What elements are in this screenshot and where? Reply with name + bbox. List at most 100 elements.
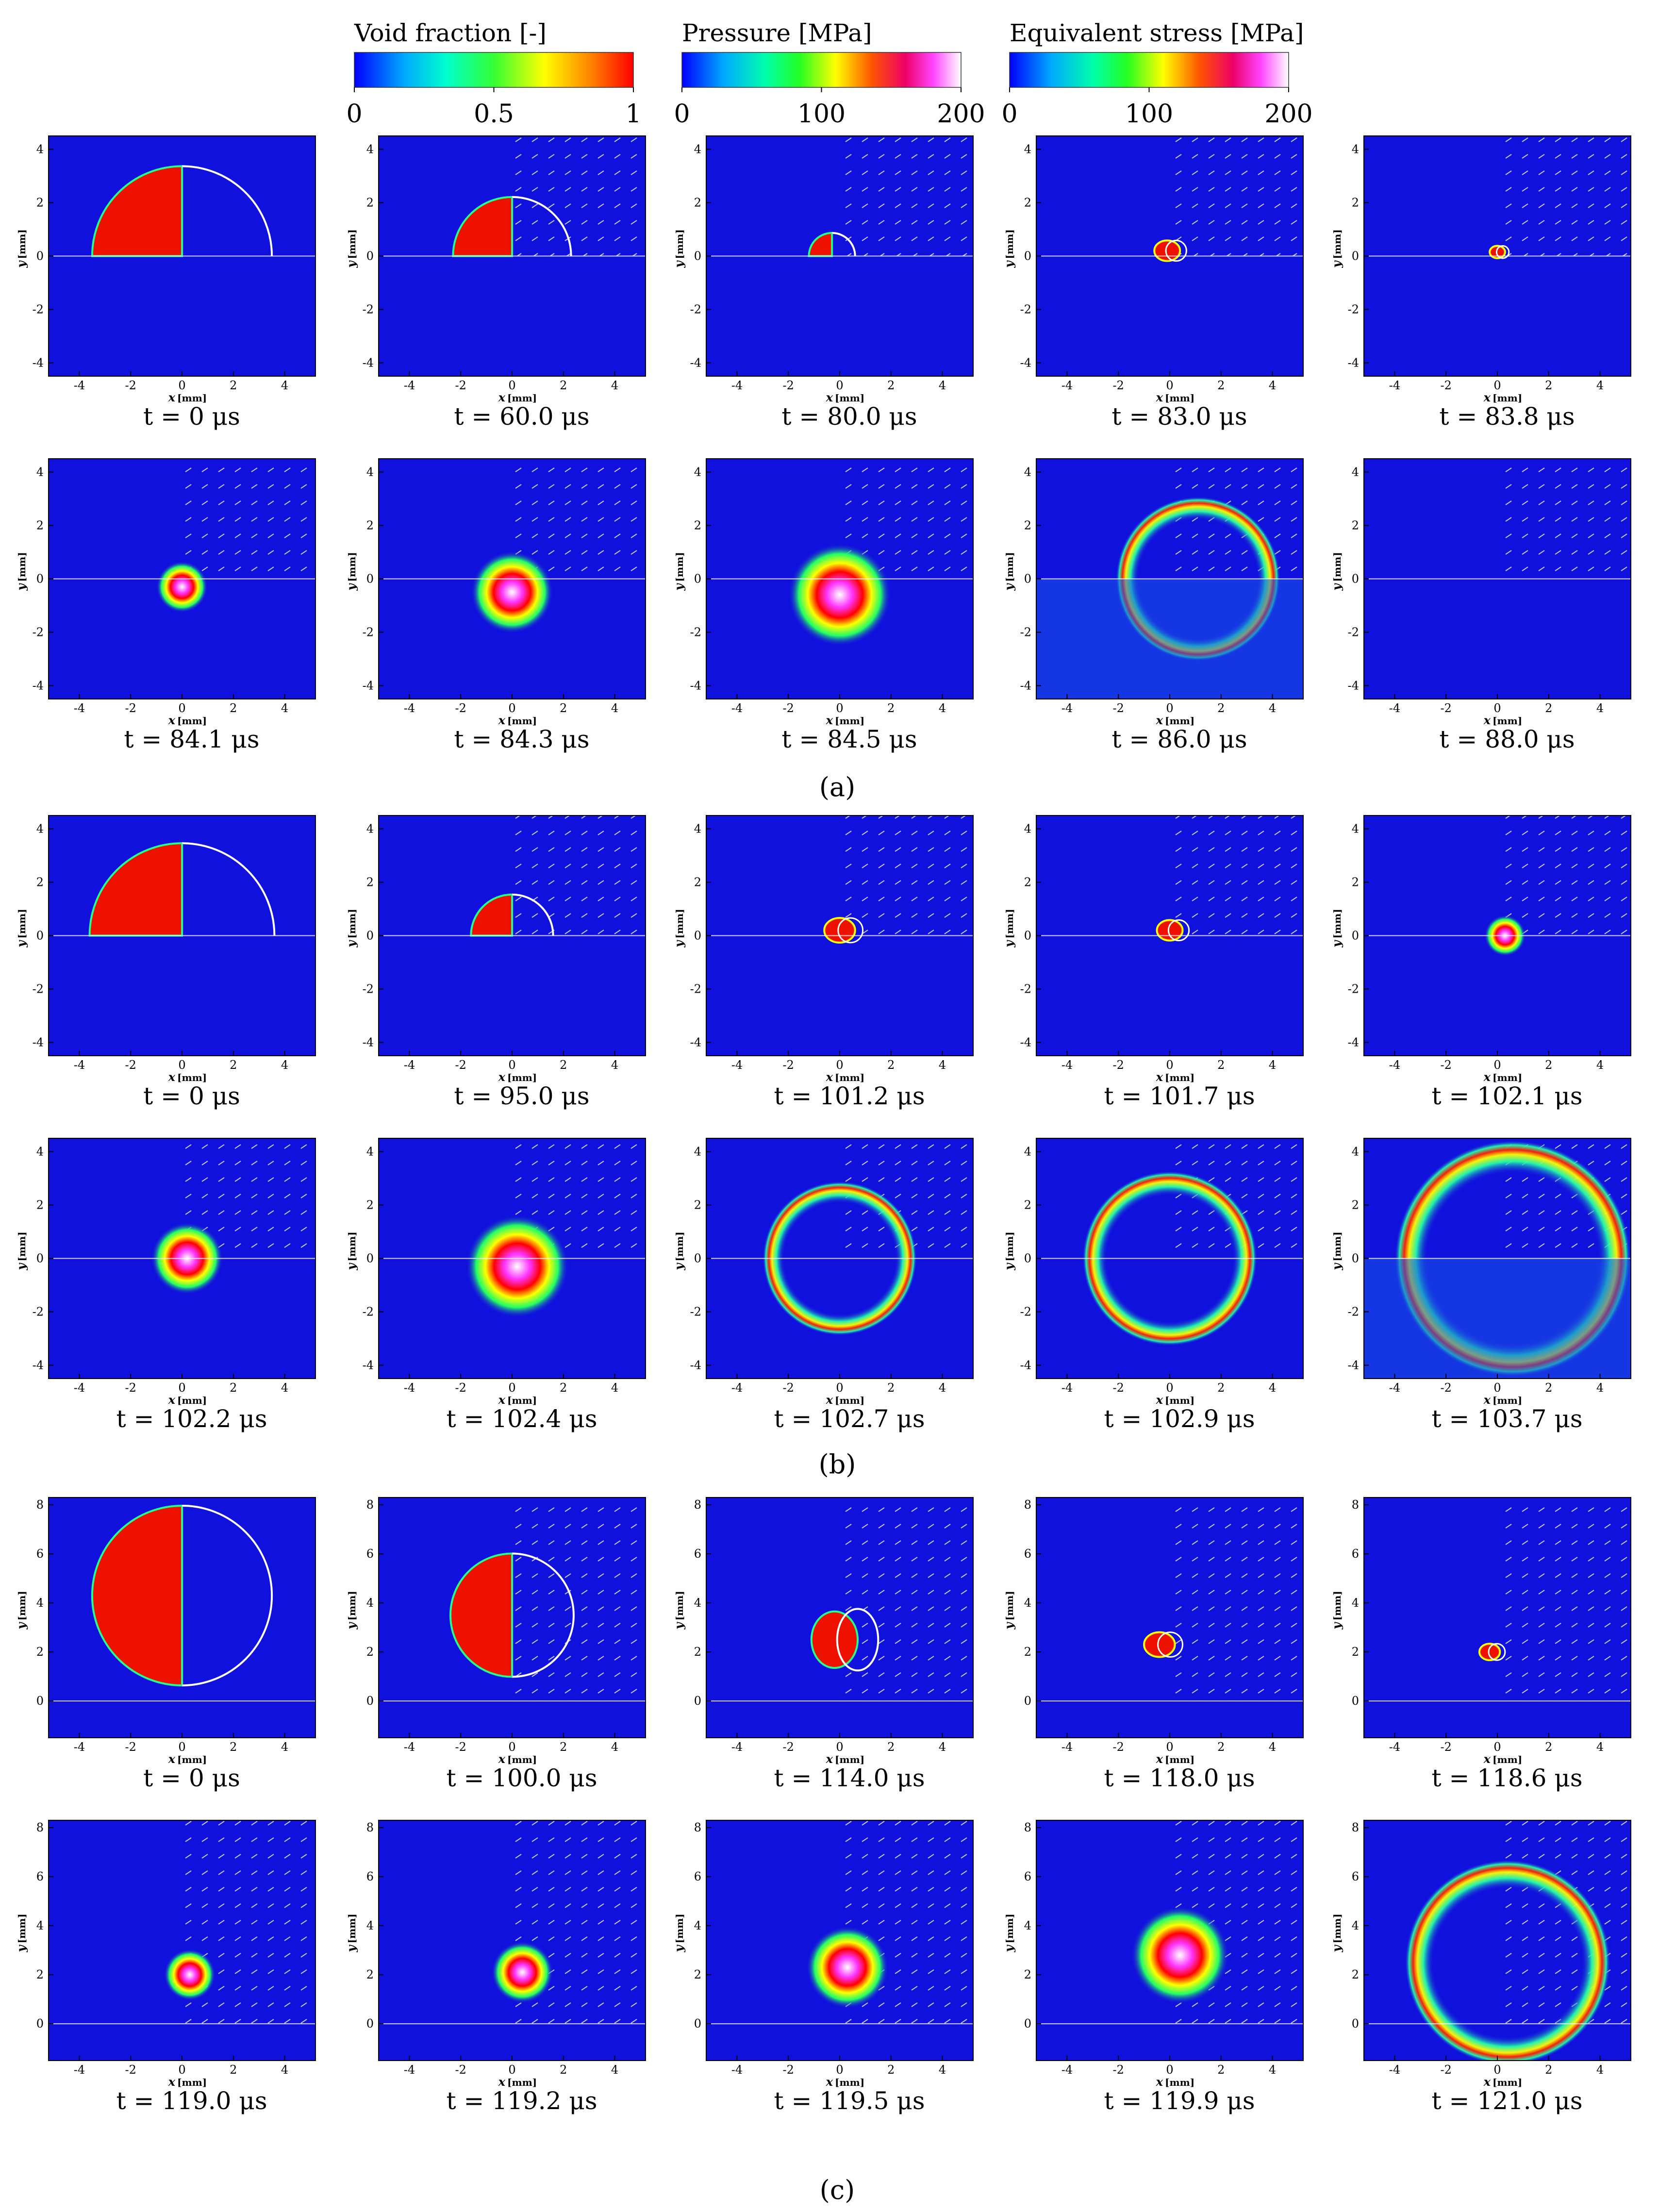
bubble-void-region [91, 1504, 183, 1687]
velocity-vectors [840, 1497, 973, 1701]
bubble-contour [1157, 1631, 1183, 1658]
bubble-contour [182, 842, 276, 936]
y-axis-unit: [mm] [1331, 1591, 1343, 1620]
time-caption: t = 102.2 μs [116, 1405, 267, 1433]
y-tick-label: 0 [1024, 249, 1031, 263]
x-tick-label: 2 [887, 1740, 895, 1754]
bubble-void-region [88, 842, 183, 937]
x-axis-unit: [mm] [507, 392, 537, 404]
x-axis-label: x [168, 1752, 176, 1766]
x-tick-label: -4 [404, 1058, 415, 1072]
y-tick-label: 4 [36, 1919, 44, 1932]
field-plot [49, 1820, 315, 2061]
field-plot [379, 815, 646, 1056]
y-axis-unit: [mm] [346, 909, 358, 938]
y-axis-label-group: y[mm] [672, 229, 686, 268]
y-tick-label: -4 [1348, 356, 1359, 370]
x-tick-label: 2 [887, 1381, 895, 1395]
x-tick-label: 2 [1545, 701, 1552, 715]
x-tick-label: -4 [1061, 1058, 1073, 1072]
y-axis-unit: [mm] [16, 552, 28, 582]
y-axis-label: y [672, 1262, 686, 1270]
x-tick-label: -4 [1061, 701, 1073, 715]
x-axis-label: x [1156, 1393, 1163, 1407]
y-tick-label: 0 [1024, 1252, 1031, 1265]
y-tick-label: 6 [1024, 1547, 1031, 1561]
y-tick-label: -4 [1348, 679, 1359, 693]
time-caption: t = 114.0 μs [774, 1764, 925, 1792]
time-caption: t = 101.2 μs [774, 1082, 925, 1110]
x-tick-label: 0 [178, 2063, 185, 2077]
x-tick-label: -4 [731, 701, 743, 715]
y-axis-label: y [14, 1944, 28, 1952]
y-tick-label: -2 [33, 1305, 44, 1319]
y-axis-unit: [mm] [16, 229, 28, 259]
x-tick-label: 4 [1269, 2063, 1276, 2077]
y-axis-label: y [14, 582, 28, 591]
x-axis-unit: [mm] [1493, 1072, 1522, 1083]
x-axis-unit: [mm] [1493, 392, 1522, 404]
y-axis-label-group: y[mm] [14, 229, 28, 268]
y-axis-label: y [1002, 582, 1016, 591]
x-tick-label: 4 [939, 2063, 946, 2077]
x-tick-label: 2 [1545, 379, 1552, 392]
y-tick-label: 2 [1352, 519, 1359, 532]
x-tick-label: 4 [281, 701, 288, 715]
x-tick-label: -4 [731, 2063, 743, 2077]
time-caption: t = 101.7 μs [1104, 1082, 1255, 1110]
x-tick-label: 0 [1493, 1740, 1501, 1754]
y-axis-unit: [mm] [1004, 552, 1015, 582]
y-axis-label: y [672, 1944, 686, 1952]
y-tick-label: -4 [1020, 1036, 1031, 1049]
x-tick-label: 2 [1217, 1058, 1225, 1072]
y-tick-label: 8 [366, 1821, 374, 1834]
x-tick-label: -2 [783, 379, 794, 392]
y-axis-label-group: y[mm] [14, 1913, 28, 1952]
y-axis-unit: [mm] [1331, 909, 1343, 938]
colorbar-tick-label: 0.5 [474, 100, 514, 129]
bubble-void-region [452, 196, 513, 257]
x-tick-label: -2 [455, 1058, 466, 1072]
time-caption: t = 84.5 μs [781, 725, 917, 753]
y-axis-label: y [1002, 260, 1016, 268]
colorbar-tick-label: 200 [1264, 100, 1312, 129]
time-caption: t = 60.0 μs [454, 402, 589, 431]
x-tick-label: 2 [230, 701, 237, 715]
x-tick-label: 2 [887, 1058, 895, 1072]
y-tick-label: 2 [1024, 876, 1031, 889]
y-tick-label: 0 [366, 249, 374, 263]
field-plot [1036, 136, 1303, 376]
x-tick-label: -2 [1113, 2063, 1124, 2077]
field-plot [706, 1820, 973, 2061]
x-tick-label: 2 [230, 2063, 237, 2077]
x-axis-unit: [mm] [1165, 2077, 1194, 2088]
bubble-contour [182, 1504, 273, 1687]
x-tick-label: -2 [125, 1740, 136, 1754]
x-tick-label: 2 [1545, 1740, 1552, 1754]
colorbar-gradient [681, 52, 962, 88]
y-tick-label: -2 [690, 1305, 701, 1319]
y-axis-unit: [mm] [1331, 229, 1343, 259]
field-plot [1036, 459, 1303, 699]
x-axis-unit: [mm] [507, 1395, 537, 1406]
x-tick-label: 2 [230, 1058, 237, 1072]
panel-group-label: (c) [820, 2175, 855, 2205]
x-tick-label: 4 [1596, 379, 1604, 392]
field-plot [706, 1497, 973, 1738]
x-tick-label: -2 [125, 1381, 136, 1395]
x-tick-label: -2 [1441, 1058, 1452, 1072]
y-tick-label: 2 [366, 1645, 374, 1659]
panel-group-label: (b) [819, 1449, 856, 1480]
y-axis-label-group: y[mm] [1329, 1913, 1343, 1952]
x-tick-label: 2 [1217, 1381, 1225, 1395]
x-axis-unit: [mm] [507, 715, 537, 727]
x-axis-label: x [1483, 1393, 1491, 1407]
x-axis-label: x [1156, 1070, 1163, 1084]
y-axis-label-group: y[mm] [672, 909, 686, 948]
